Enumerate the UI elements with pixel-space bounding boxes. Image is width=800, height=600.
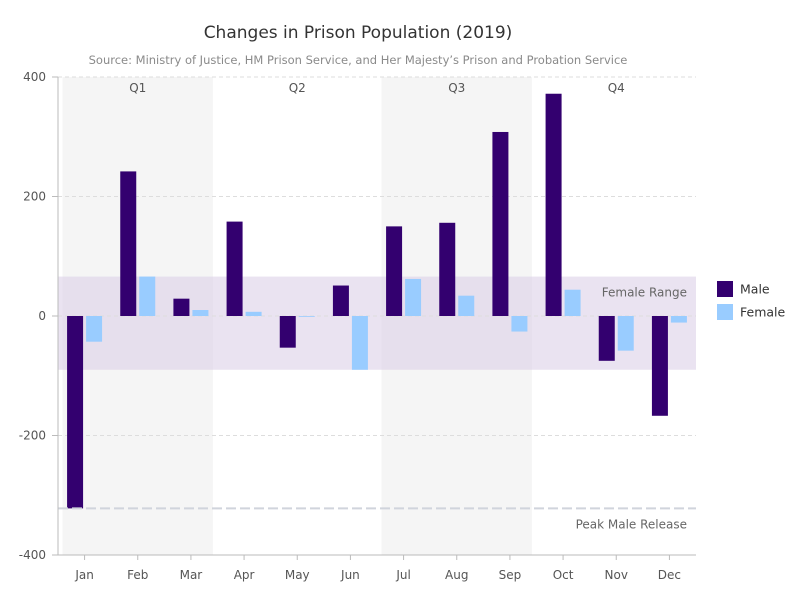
bar-female-jan — [86, 316, 103, 342]
x-tick-label-feb: Feb — [127, 568, 148, 582]
bar-male-may — [279, 316, 296, 348]
x-tick-label-jan: Jan — [74, 568, 94, 582]
axis-layer — [52, 76, 696, 560]
label-layer: Q1 Q2 Q3 Q4 Female Range -400 -200 0 200 400 Peak … — [19, 70, 687, 582]
bar-female-jun — [351, 316, 368, 370]
x-tick-label-dec: Dec — [658, 568, 681, 582]
y-tick-label: 200 — [23, 190, 46, 204]
bar-male-sep — [492, 131, 509, 316]
legend-swatch-male — [717, 281, 733, 297]
y-tick-label: -200 — [19, 429, 46, 443]
band-layer — [58, 276, 696, 370]
bar-female-sep — [511, 316, 528, 332]
reference-line-label: Peak Male Release — [576, 517, 687, 531]
bar-male-jan — [67, 316, 84, 509]
y-tick-label: -400 — [19, 548, 46, 562]
band-female-range — [58, 276, 696, 370]
bar-female-mar — [192, 310, 209, 316]
y-tick-label: 400 — [23, 70, 46, 84]
bar-female-aug — [458, 295, 475, 316]
bar-male-oct — [545, 93, 562, 316]
bar-male-nov — [598, 316, 615, 361]
legend: Male Female — [717, 281, 786, 320]
bar-female-feb — [139, 276, 156, 316]
bar-female-nov — [617, 316, 634, 351]
x-tick-label-nov: Nov — [605, 568, 628, 582]
x-tick-label-apr: Apr — [234, 568, 255, 582]
quarter-label-q3: Q3 — [448, 81, 465, 95]
x-tick-label-aug: Aug — [445, 568, 468, 582]
bar-female-apr — [245, 311, 262, 316]
bar-male-aug — [439, 222, 456, 316]
bar-layer — [67, 93, 687, 509]
quarter-label-q1: Q1 — [129, 81, 146, 95]
x-tick-label-jun: Jun — [340, 568, 360, 582]
bar-male-dec — [651, 316, 668, 416]
legend-label-male: Male — [740, 282, 770, 297]
x-tick-label-oct: Oct — [553, 568, 574, 582]
legend-label-female: Female — [740, 305, 786, 320]
x-tick-label-jul: Jul — [395, 568, 410, 582]
bar-female-oct — [564, 289, 581, 316]
bar-male-jun — [332, 285, 349, 316]
bar-male-jul — [386, 226, 403, 316]
chart-subtitle: Source: Ministry of Justice, HM Prison S… — [89, 53, 628, 67]
x-tick-label-may: May — [285, 568, 310, 582]
bar-female-jul — [405, 278, 422, 316]
quarter-label-q2: Q2 — [289, 81, 306, 95]
y-tick-label: 0 — [38, 309, 46, 323]
chart-title: Changes in Prison Population (2019) — [204, 23, 513, 43]
legend-swatch-female — [717, 304, 733, 320]
quarter-label-q4: Q4 — [608, 81, 625, 95]
bar-female-may — [298, 316, 315, 317]
bar-male-mar — [173, 298, 190, 316]
bar-male-apr — [226, 221, 243, 316]
x-tick-label-mar: Mar — [180, 568, 203, 582]
band-label: Female Range — [602, 286, 687, 300]
bar-male-feb — [120, 171, 137, 316]
bar-female-dec — [670, 316, 687, 323]
x-tick-label-sep: Sep — [499, 568, 522, 582]
